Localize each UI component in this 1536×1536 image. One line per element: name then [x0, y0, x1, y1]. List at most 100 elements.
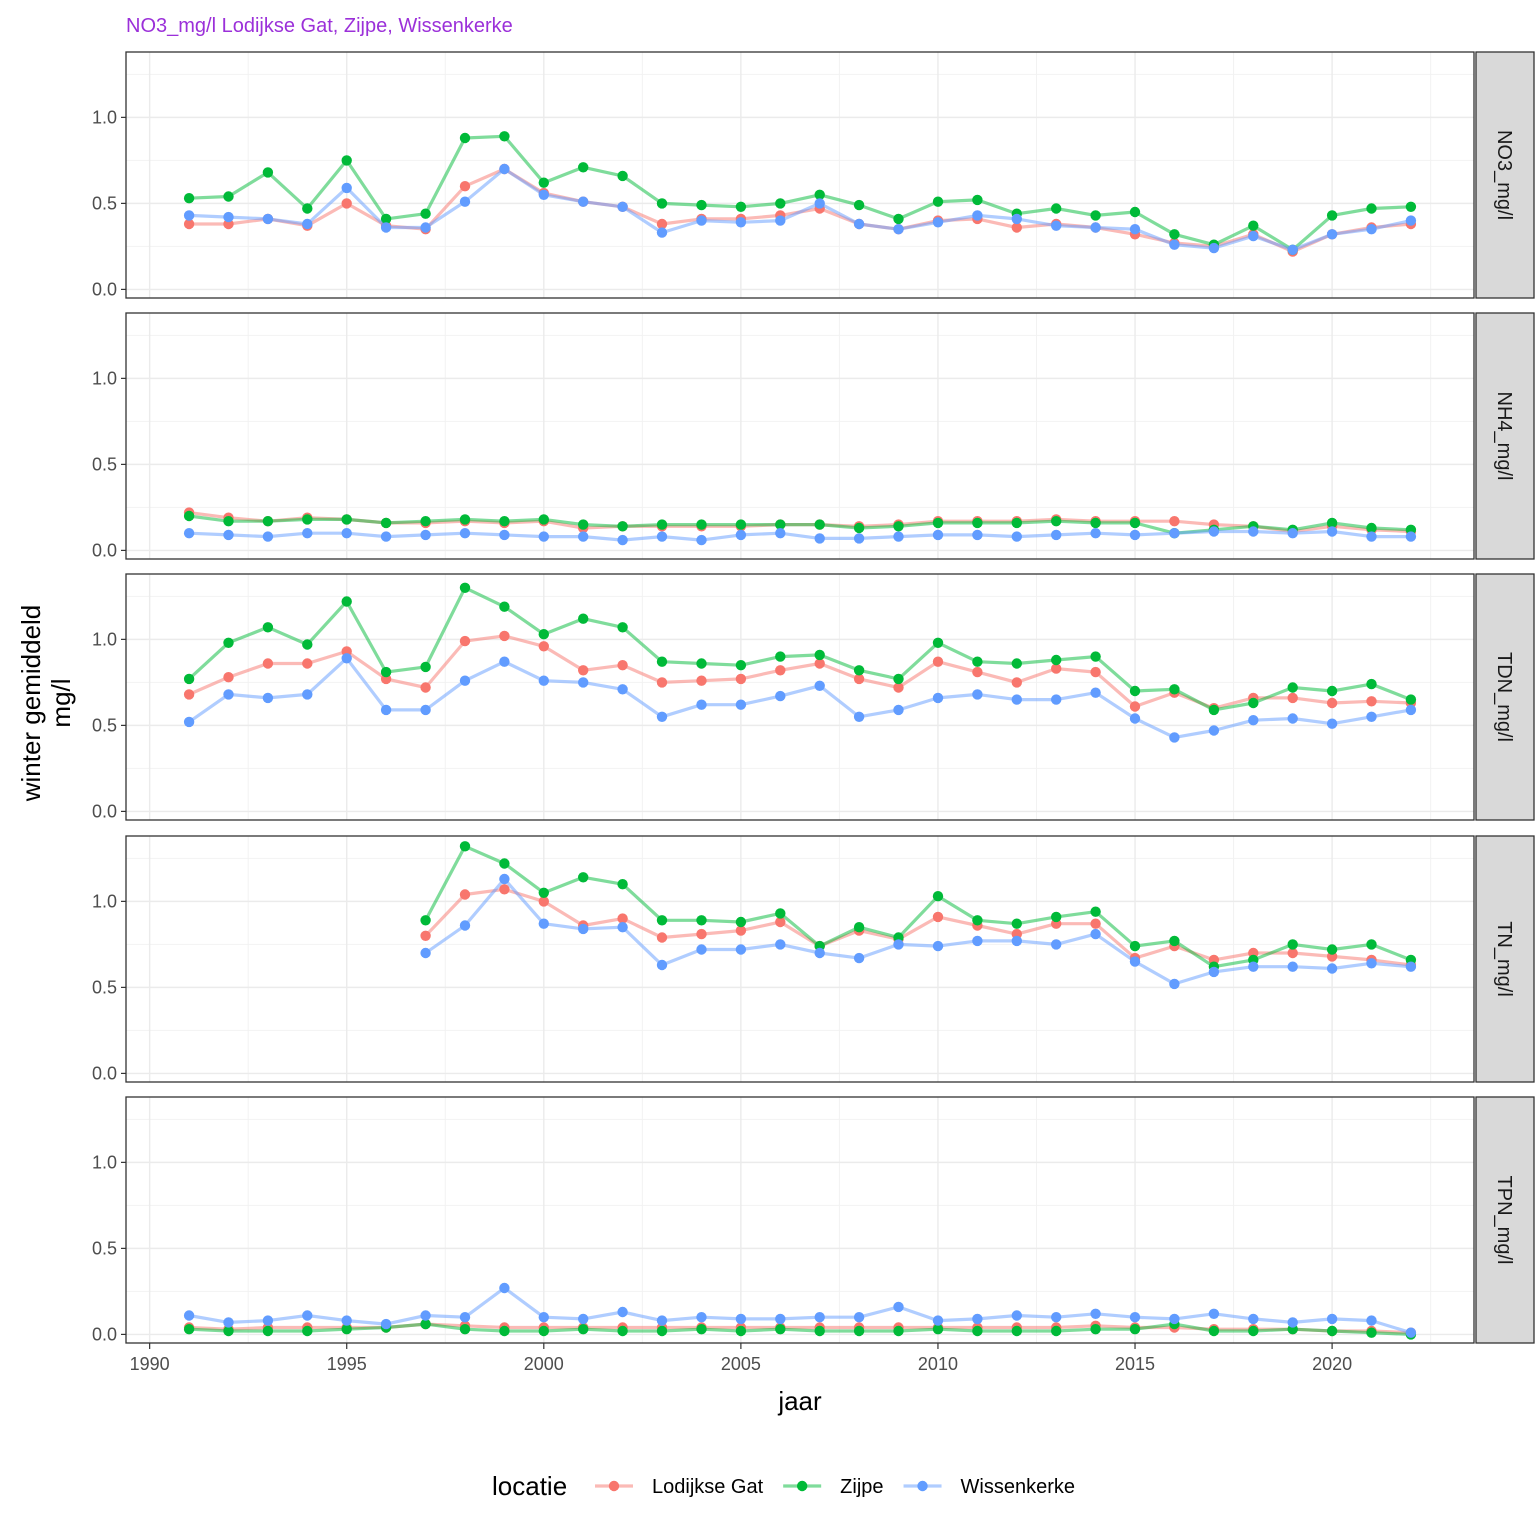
data-point [380, 517, 392, 529]
data-point [1326, 1325, 1338, 1337]
data-point [853, 533, 865, 544]
data-point [696, 534, 707, 546]
data-point [538, 1312, 549, 1323]
data-point [459, 635, 471, 647]
data-point [932, 911, 944, 923]
data-point [578, 519, 589, 530]
data-point [538, 675, 549, 686]
data-point [183, 689, 195, 700]
data-point [972, 935, 983, 947]
series-line [189, 134, 1411, 252]
y-axis-title: winter gemiddeld mg/l [16, 605, 76, 803]
data-point [775, 916, 786, 928]
data-point [893, 673, 904, 685]
data-point [223, 211, 234, 223]
data-point [696, 699, 707, 710]
data-point [814, 519, 825, 530]
data-point [814, 1325, 825, 1337]
data-point [1011, 694, 1022, 705]
data-point [1090, 651, 1101, 662]
facet-strip-label: TPN_mg/l [1493, 1176, 1515, 1265]
data-point [1287, 961, 1298, 972]
legend-label: Zijpe [840, 1476, 883, 1498]
data-point [1011, 222, 1022, 233]
data-point [853, 199, 865, 211]
y-tick-label: 1.0 [92, 891, 117, 911]
data-point [1248, 715, 1259, 726]
facet-strip [1475, 573, 1535, 821]
data-point [1051, 1312, 1062, 1323]
legend-label: Wissenkerke [961, 1476, 1075, 1498]
y-tick-label: 1.0 [92, 629, 117, 649]
data-point [341, 155, 352, 166]
y-tick-label: 1.0 [92, 107, 117, 127]
data-point [932, 196, 944, 207]
data-point [1287, 244, 1298, 255]
data-point [1129, 713, 1141, 724]
data-point [814, 658, 825, 669]
data-point [1090, 687, 1101, 698]
data-point [302, 689, 313, 700]
data-point [1090, 210, 1101, 221]
data-point [1405, 201, 1417, 212]
data-point [696, 519, 707, 530]
data-point [1169, 528, 1180, 539]
data-point [972, 689, 983, 700]
data-point [499, 131, 510, 142]
series-zijpe [183, 582, 1417, 716]
data-point [499, 516, 510, 527]
data-point [814, 947, 825, 959]
data-point [538, 531, 549, 542]
panel-background [126, 1097, 1474, 1343]
data-point [183, 716, 195, 728]
data-point [1208, 966, 1220, 978]
data-point [499, 601, 510, 612]
panel-background [126, 836, 1474, 1082]
data-point [617, 879, 628, 890]
data-point [1169, 978, 1180, 990]
data-point [775, 939, 786, 950]
data-point [302, 528, 313, 539]
legend-item-zijpe: Zijpe [783, 1476, 884, 1498]
facet-strip-label: NH4_mg/l [1493, 392, 1515, 481]
y-tick-label: 0.5 [92, 1238, 117, 1258]
data-point [735, 699, 747, 710]
data-point [262, 1325, 274, 1337]
data-point [1090, 666, 1101, 678]
data-point [538, 1325, 549, 1337]
y-tick-label: 0.5 [92, 193, 117, 213]
data-point [499, 1282, 510, 1294]
x-tick-label: 2015 [1115, 1354, 1155, 1374]
data-point [972, 1313, 983, 1325]
data-point [735, 201, 747, 212]
y-tick-label: 0.0 [92, 1063, 117, 1083]
data-point [1208, 725, 1220, 736]
data-point [932, 1315, 944, 1326]
data-point [262, 213, 274, 225]
facet-panel-nh4-mg-l: 0.0 0.5 1.0 NH4_mg/l [92, 312, 1535, 560]
data-point [459, 582, 471, 593]
legend-key-point [608, 1480, 620, 1492]
data-point [696, 1312, 707, 1323]
facet-strip [1475, 1096, 1535, 1344]
data-point [893, 213, 904, 225]
series-line [188, 656, 1412, 740]
legend-item-lodijkse-gat: Lodijkse Gat [595, 1476, 764, 1498]
data-point [656, 915, 668, 926]
data-point [1208, 242, 1220, 254]
data-point [893, 682, 904, 693]
data-point [775, 519, 786, 530]
data-point [1287, 947, 1298, 959]
data-point [656, 218, 668, 230]
data-point [1248, 961, 1259, 972]
data-point [1326, 963, 1338, 974]
x-tick-label: 2005 [721, 1354, 761, 1374]
data-point [302, 203, 313, 214]
facet-strip-label: NO3_mg/l [1493, 130, 1515, 220]
panel-background [126, 52, 1474, 298]
data-point [538, 514, 549, 525]
data-point [1011, 517, 1022, 529]
data-point [538, 896, 549, 907]
data-point [341, 1315, 352, 1326]
data-point [420, 516, 431, 527]
